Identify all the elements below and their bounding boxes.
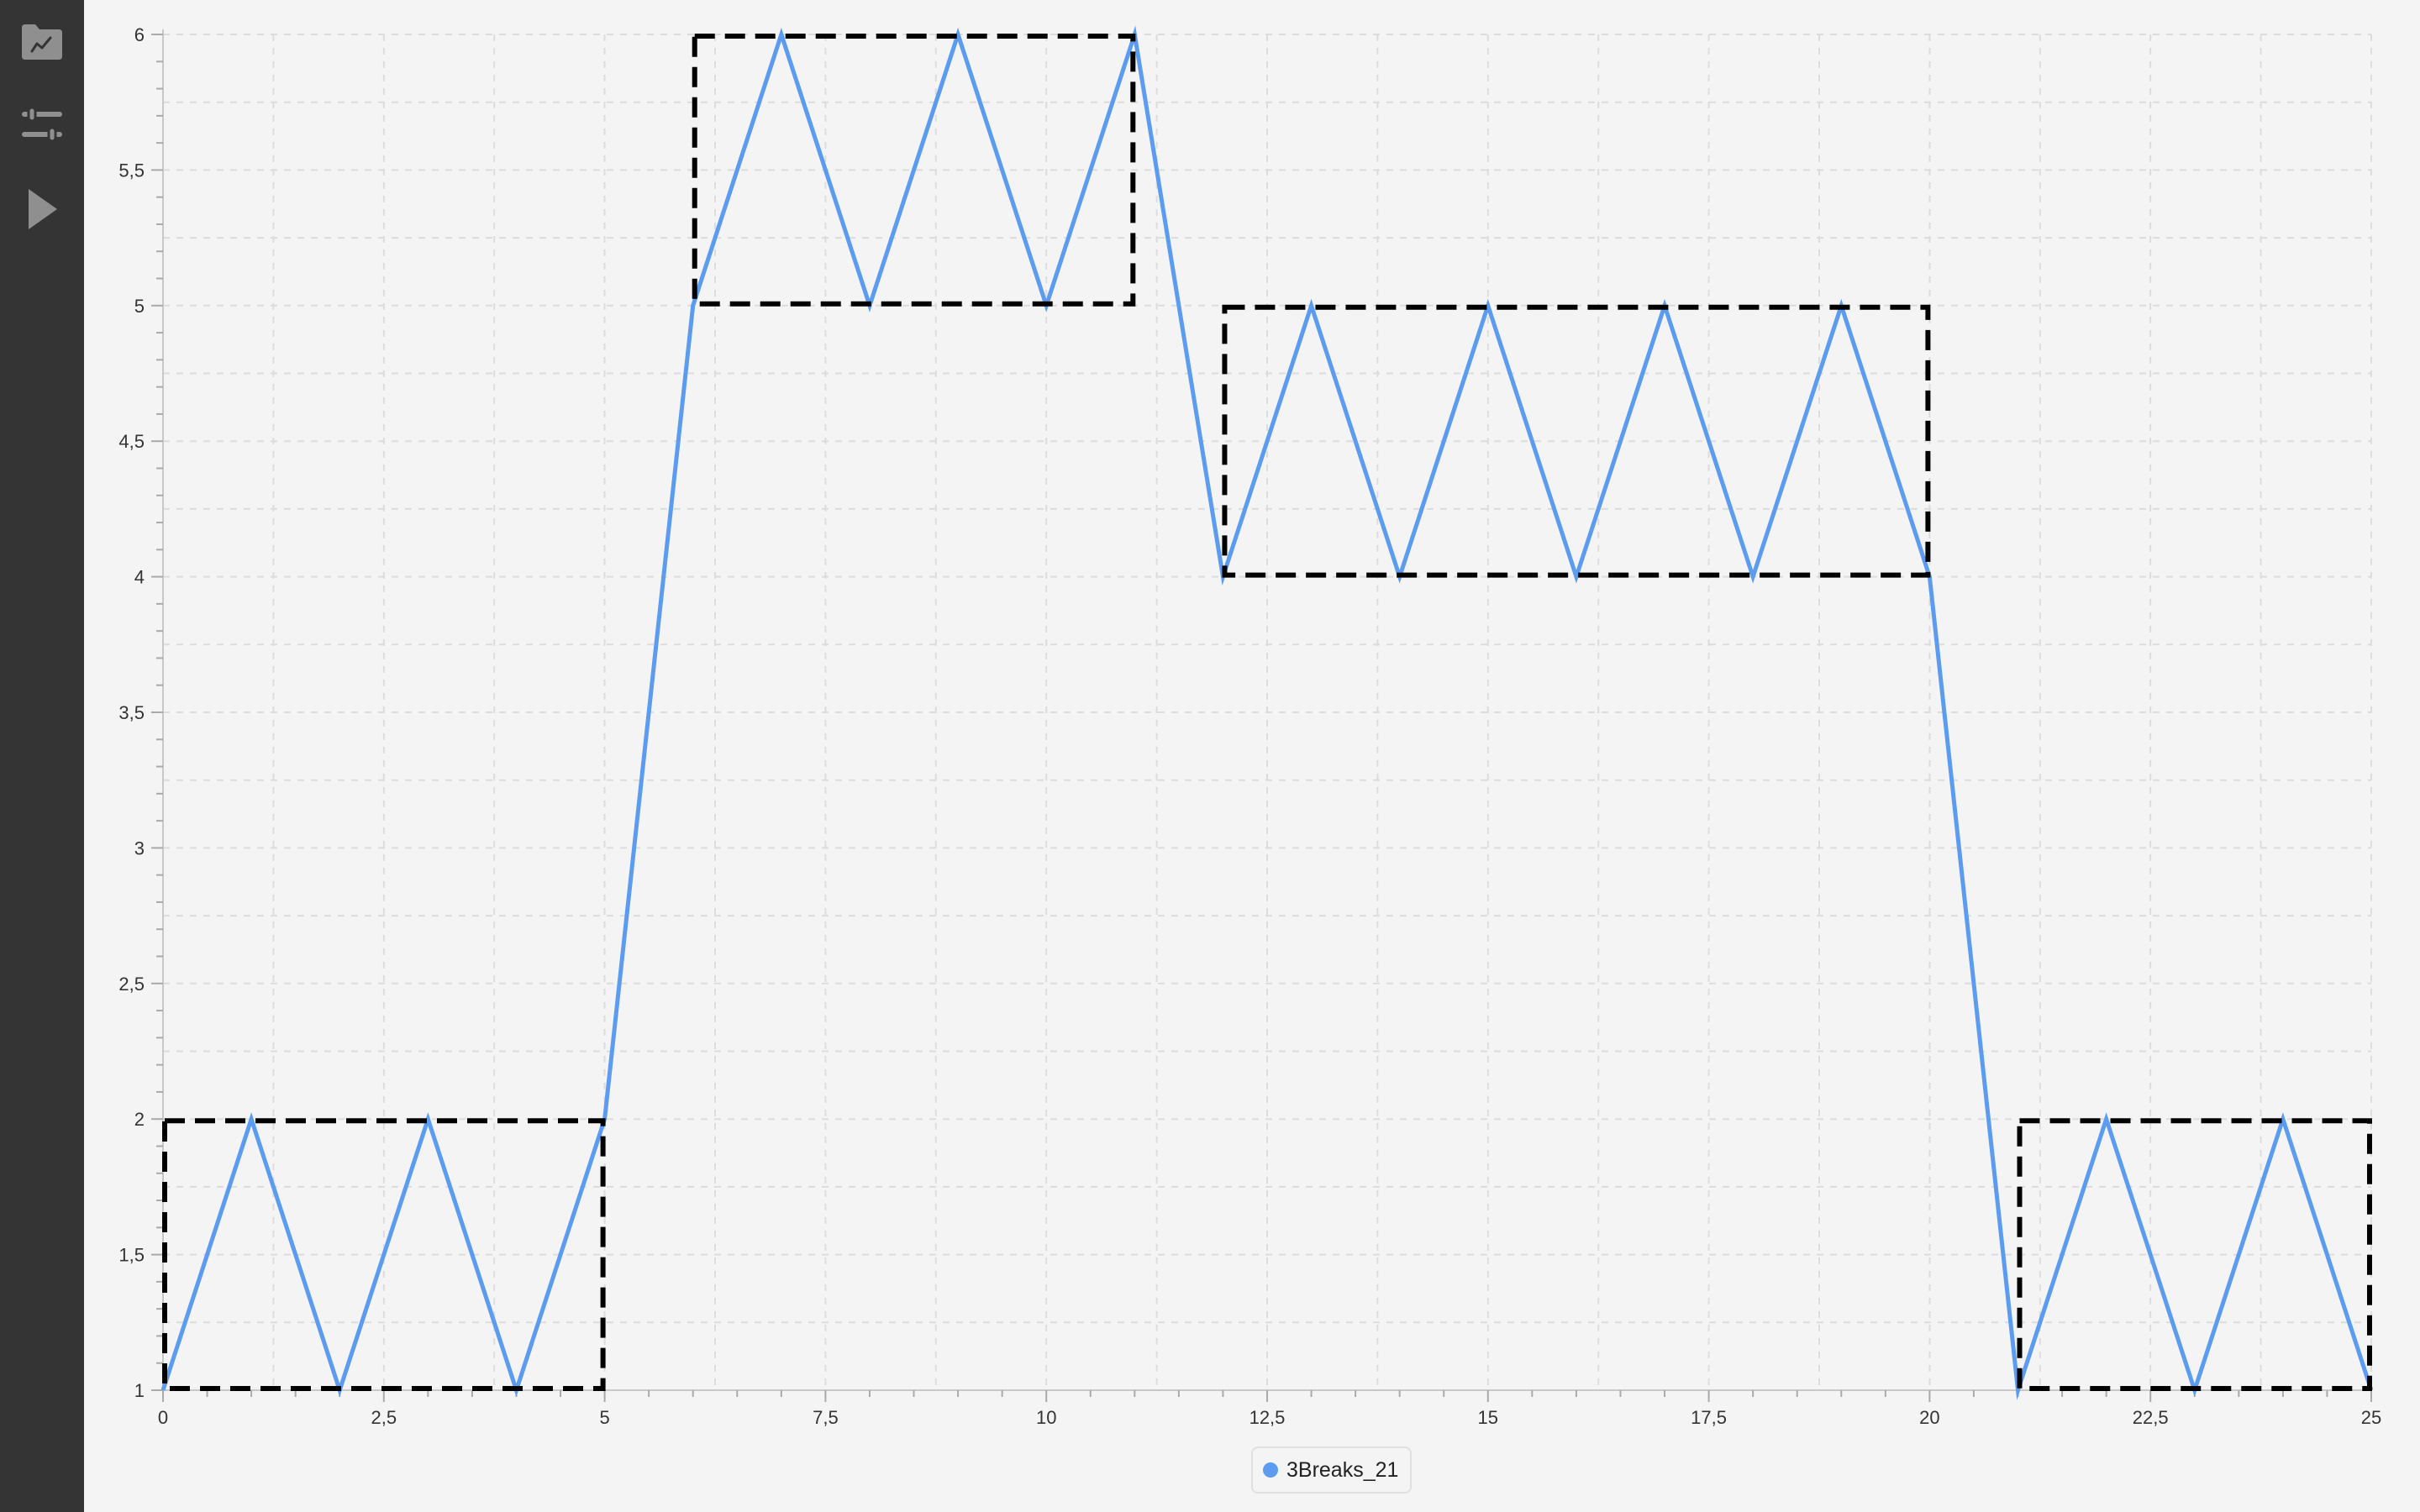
x-tick-label: 15 [1478,1407,1498,1428]
sidebar [0,0,84,1512]
chart-folder-button[interactable] [0,4,84,80]
x-tick-label: 17,5 [1691,1407,1727,1428]
legend-series-swatch [1263,1462,1278,1478]
x-tick-label: 20 [1919,1407,1939,1428]
chart-folder-icon [22,24,62,60]
x-tick-label: 10 [1036,1407,1056,1428]
y-tick-label: 5 [134,296,145,317]
series-line-3Breaks_21 [160,25,2374,1400]
x-tick-label: 5 [599,1407,609,1428]
play-icon [29,189,57,229]
grid-lines [162,34,2372,1391]
y-tick-label: 3,5 [118,702,145,723]
x-tick-label: 7,5 [813,1407,839,1428]
chart-area: 1 1,5 2 2,5 3 3,5 4 4,5 5 5,5 6 0 2,5 5 7,5 10 12,5 15 17,… [84,0,2420,1512]
sliders-icon [22,106,62,143]
annotation-box [1222,304,1931,578]
x-tick-label: 0 [158,1407,168,1428]
y-tick-label: 2 [134,1109,145,1130]
y-tick-label: 2,5 [118,974,145,995]
chart-legend[interactable]: 3Breaks_21 [1251,1446,1413,1494]
annotation-box [162,1118,606,1391]
y-tick-label: 6 [134,24,145,45]
run-button[interactable] [0,171,84,247]
annotation-box [692,34,1136,307]
y-tick-label: 4 [134,567,145,588]
y-tick-label: 3 [134,837,145,858]
settings-button[interactable] [0,87,84,162]
y-tick-label: 5,5 [118,160,145,181]
x-tick-label: 12,5 [1249,1407,1286,1428]
y-tick-label: 1 [134,1380,145,1401]
y-tick-label: 4,5 [118,431,145,452]
y-tick-label: 1,5 [118,1245,145,1266]
x-tick-label: 2,5 [371,1407,397,1428]
x-tick-label: 25 [2361,1407,2381,1428]
legend-series-label: 3Breaks_21 [1286,1457,1399,1482]
line-chart: 11,522,533,544,555,560 2,5 5 7,5 10 12,5 15 17,… [118,24,2381,1428]
annotation-box [2017,1118,2373,1391]
x-tick-label: 22,5 [2133,1407,2169,1428]
